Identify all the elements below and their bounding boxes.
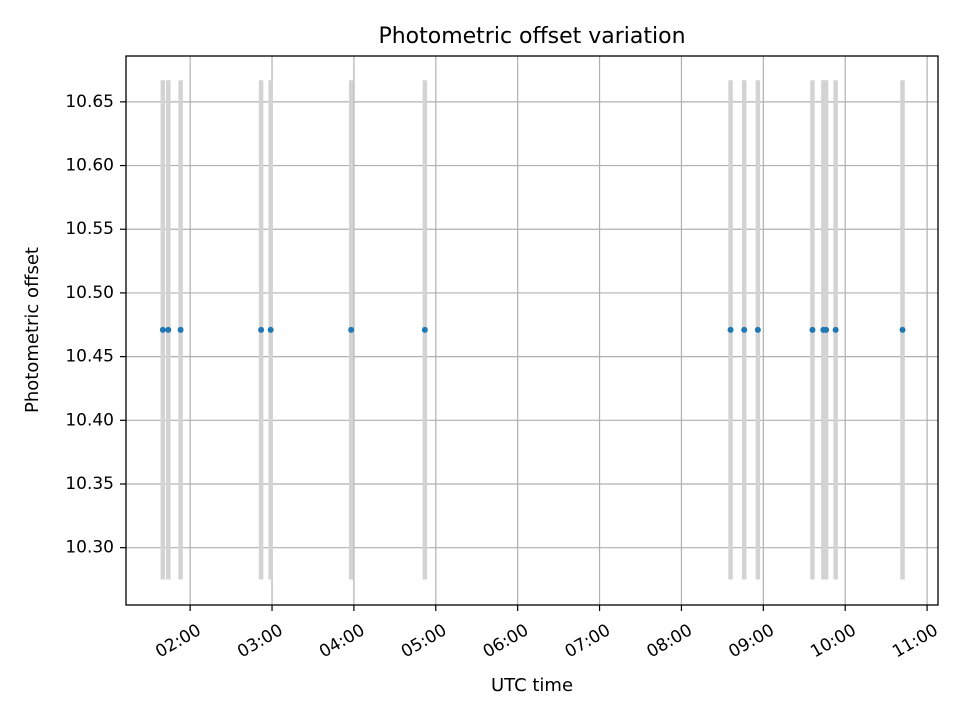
x-tick-label: 07:00: [562, 620, 614, 662]
data-point: [258, 326, 265, 333]
x-tick-label: 09:00: [725, 620, 777, 662]
y-tick-label: 10.55: [65, 219, 114, 239]
error-bars: [160, 80, 905, 580]
data-point: [267, 326, 274, 333]
y-tick-label: 10.65: [65, 92, 114, 112]
axis-ticks: 02:00 03:00 04:00 05:00 06:00 07:00 08:00 09:00…: [65, 92, 941, 662]
data-point: [159, 326, 166, 333]
y-tick-label: 10.35: [65, 474, 114, 494]
data-point: [727, 326, 734, 333]
x-tick-label: 03:00: [234, 620, 286, 662]
y-tick-label: 10.60: [65, 156, 114, 176]
data-point: [177, 326, 184, 333]
data-point: [823, 326, 830, 333]
data-point: [348, 326, 355, 333]
chart-title: Photometric offset variation: [378, 24, 685, 49]
x-tick-label: 05:00: [398, 620, 450, 662]
x-tick-label: 02:00: [152, 620, 204, 662]
data-point: [832, 326, 839, 333]
data-point: [809, 326, 816, 333]
x-tick-label: 08:00: [644, 620, 696, 662]
data-point: [421, 326, 428, 333]
data-point: [741, 326, 748, 333]
x-tick-label: 04:00: [316, 620, 368, 662]
x-tick-label: 10:00: [807, 620, 859, 662]
grid: [126, 56, 938, 605]
x-axis-label: UTC time: [491, 675, 573, 696]
y-tick-label: 10.45: [65, 347, 114, 367]
y-axis-label: Photometric offset: [22, 247, 43, 413]
x-tick-label: 06:00: [480, 620, 532, 662]
data-point: [754, 326, 761, 333]
plot-frame: [125, 55, 939, 606]
y-tick-label: 10.40: [65, 410, 114, 430]
y-tick-label: 10.50: [65, 283, 114, 303]
x-tick-label: 11:00: [889, 620, 941, 662]
data-point: [899, 326, 906, 333]
y-tick-label: 10.30: [65, 538, 114, 558]
data-point: [165, 326, 172, 333]
data-points: [159, 326, 906, 333]
